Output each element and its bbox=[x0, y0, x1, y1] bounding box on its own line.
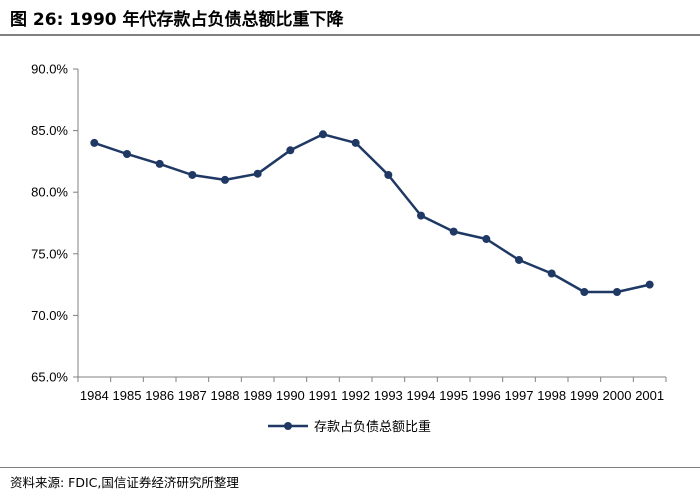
data-point bbox=[351, 138, 360, 147]
x-tick-label: 1999 bbox=[570, 388, 599, 403]
x-axis: 1984 1985 1986 1987 1988 1989 1990 1991 1992 1993… bbox=[77, 376, 667, 403]
legend-label: 存款占负债总额比重 bbox=[314, 419, 431, 434]
x-tick-label: 1997 bbox=[505, 388, 534, 403]
y-axis: 90.0% 85.0% 80.0% 75.0% 70.0% 65.0% bbox=[31, 62, 79, 385]
series-group bbox=[90, 130, 654, 296]
data-point bbox=[123, 150, 131, 159]
data-point bbox=[580, 287, 589, 296]
x-tick-label: 1984 bbox=[80, 388, 109, 403]
data-point bbox=[253, 169, 262, 178]
data-point bbox=[417, 211, 425, 220]
chart-area: 90.0% 85.0% 80.0% 75.0% 70.0% 65.0% 1984 1985 1… bbox=[0, 36, 700, 466]
data-point bbox=[613, 287, 621, 296]
x-tick-label: 1988 bbox=[211, 388, 240, 403]
data-point bbox=[384, 170, 393, 179]
data-point bbox=[319, 130, 327, 139]
data-point bbox=[515, 255, 523, 264]
y-tick-label: 65.0% bbox=[31, 370, 68, 385]
data-point bbox=[482, 235, 491, 244]
data-point bbox=[90, 138, 99, 147]
figure-header: 图 26: 1990 年代存款占负债总额比重下降 bbox=[0, 0, 700, 34]
x-tick-label: 1995 bbox=[439, 388, 468, 403]
data-point bbox=[547, 269, 556, 278]
x-tick-label: 1998 bbox=[537, 388, 566, 403]
x-tick-label: 1996 bbox=[472, 388, 501, 403]
x-tick-label: 2000 bbox=[603, 388, 632, 403]
x-tick-label: 1991 bbox=[309, 388, 338, 403]
x-tick-label: 1989 bbox=[243, 388, 272, 403]
title-divider bbox=[0, 34, 700, 36]
x-tick-label: 1994 bbox=[407, 388, 436, 403]
source-note: 资料来源: FDIC,国信证券经济研究所整理 bbox=[10, 475, 239, 490]
source-divider bbox=[0, 467, 700, 468]
data-point bbox=[449, 227, 458, 236]
data-point bbox=[155, 159, 164, 168]
x-tick-label: 1992 bbox=[341, 388, 370, 403]
data-point bbox=[286, 146, 295, 155]
x-tick-label: 1985 bbox=[113, 388, 142, 403]
line-chart: 90.0%85.0%80.0%75.0%70.0%65.0% 1984 1985 1… bbox=[31, 62, 667, 434]
data-point bbox=[188, 170, 197, 179]
figure-title: 图 26: 1990 年代存款占负债总额比重下降 bbox=[10, 10, 344, 30]
data-point bbox=[221, 175, 229, 184]
y-tick-label: 90.0% bbox=[31, 62, 68, 77]
y-tick-label: 75.0% bbox=[31, 246, 68, 261]
legend: 存款占负债总额比重 bbox=[268, 419, 431, 434]
x-tick-label: 2001 bbox=[635, 388, 664, 403]
y-tick-label: 85.0% bbox=[31, 123, 68, 138]
legend-marker bbox=[284, 422, 292, 430]
x-tick-label: 1993 bbox=[374, 388, 403, 403]
x-tick-label: 1987 bbox=[178, 388, 207, 403]
x-tick-label: 1986 bbox=[145, 388, 174, 403]
x-tick-label: 1990 bbox=[276, 388, 305, 403]
y-tick-label: 70.0% bbox=[31, 308, 68, 323]
data-point bbox=[645, 280, 654, 289]
y-tick-label: 80.0% bbox=[31, 185, 68, 200]
series-line bbox=[93, 133, 650, 294]
